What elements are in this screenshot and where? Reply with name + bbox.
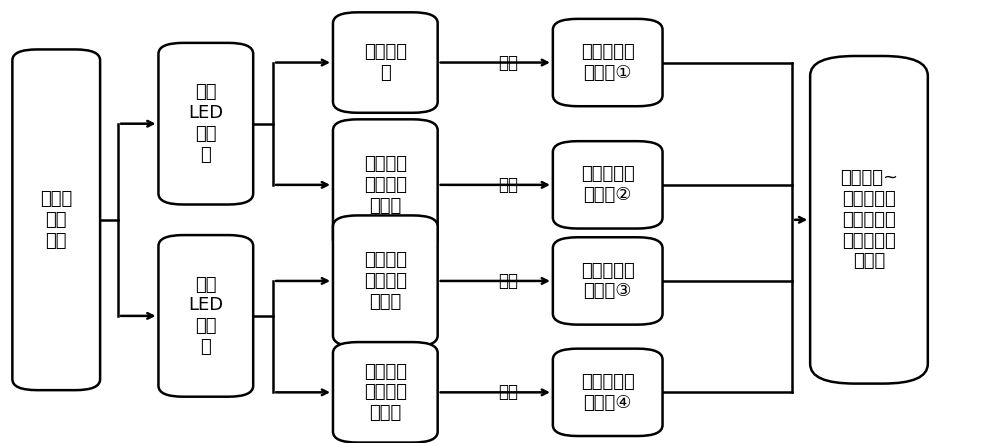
Text: 光路一
测量
系统: 光路一 测量 系统	[40, 190, 72, 249]
Text: 未点燃火
焰: 未点燃火 焰	[364, 43, 407, 82]
Text: 无火焰无光
源图片④: 无火焰无光 源图片④	[581, 373, 635, 412]
Text: 点燃层流
火焰或旋
流火焰: 点燃层流 火焰或旋 流火焰	[364, 155, 407, 215]
Text: 有火焰无光
源图片③: 有火焰无光 源图片③	[581, 261, 635, 300]
FancyBboxPatch shape	[158, 43, 253, 205]
Text: 打开
LED
点光
源: 打开 LED 点光 源	[188, 83, 223, 164]
Text: 熄灭层流
火焰或旋
流火焰: 熄灭层流 火焰或旋 流火焰	[364, 362, 407, 422]
Text: 关闭
LED
点光
源: 关闭 LED 点光 源	[188, 276, 223, 356]
FancyBboxPatch shape	[333, 342, 438, 443]
Text: 拍摄: 拍摄	[498, 272, 518, 290]
FancyBboxPatch shape	[12, 50, 100, 390]
FancyBboxPatch shape	[553, 141, 663, 229]
FancyBboxPatch shape	[333, 12, 438, 113]
FancyBboxPatch shape	[333, 119, 438, 250]
Text: 拍摄: 拍摄	[498, 383, 518, 401]
FancyBboxPatch shape	[553, 19, 663, 106]
FancyBboxPatch shape	[553, 349, 663, 436]
Text: 按步骤五~
八进行处理
得碳烟颗粒
物温度及体
积分数: 按步骤五~ 八进行处理 得碳烟颗粒 物温度及体 积分数	[840, 169, 898, 270]
Text: 无火焰有光
源图片①: 无火焰有光 源图片①	[581, 43, 635, 82]
Text: 拍摄: 拍摄	[498, 54, 518, 71]
Text: 点燃层流
火焰或旋
流火焰: 点燃层流 火焰或旋 流火焰	[364, 251, 407, 311]
FancyBboxPatch shape	[553, 237, 663, 325]
FancyBboxPatch shape	[810, 56, 928, 384]
FancyBboxPatch shape	[158, 235, 253, 396]
Text: 有火焰有光
源图片②: 有火焰有光 源图片②	[581, 165, 635, 204]
Text: 拍摄: 拍摄	[498, 176, 518, 194]
FancyBboxPatch shape	[333, 215, 438, 346]
